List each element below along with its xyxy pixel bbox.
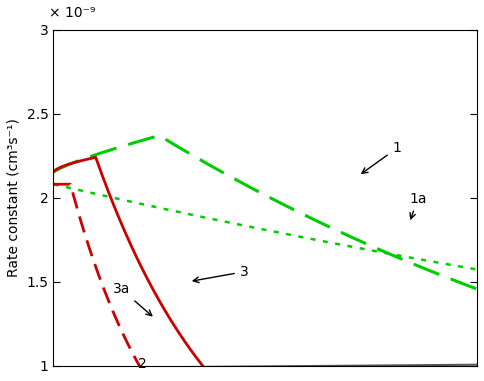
Text: 3a: 3a [113,282,152,316]
Text: 1a: 1a [409,192,427,219]
Text: 1: 1 [362,141,401,173]
Y-axis label: Rate constant (cm³s⁻¹): Rate constant (cm³s⁻¹) [7,118,21,277]
Text: × 10⁻⁹: × 10⁻⁹ [49,6,96,20]
Text: 3: 3 [193,265,249,283]
Text: 2: 2 [138,357,147,371]
